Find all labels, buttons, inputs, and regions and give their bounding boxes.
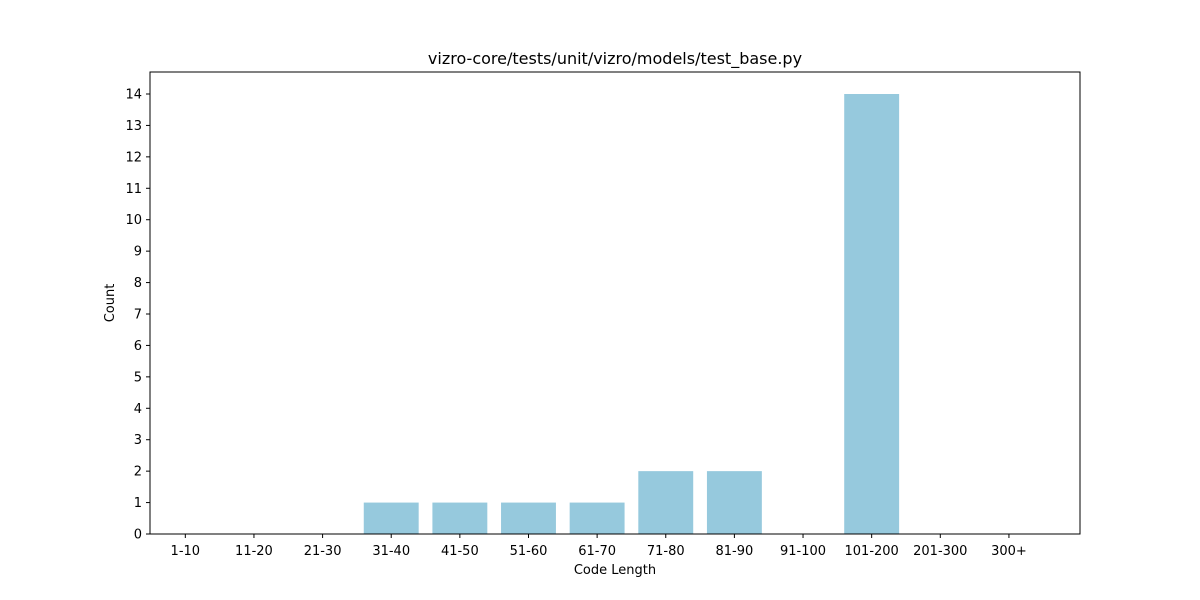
y-tick-label: 5 xyxy=(134,370,142,385)
x-tick-label: 21-30 xyxy=(304,544,342,559)
bar-71-80 xyxy=(638,471,694,534)
y-tick-label: 9 xyxy=(134,245,142,260)
bar-51-60 xyxy=(501,502,556,534)
bar-61-70 xyxy=(569,502,625,534)
y-tick-label: 14 xyxy=(125,88,142,103)
x-tick-label: 11-20 xyxy=(235,544,273,559)
y-tick-label: 6 xyxy=(134,339,142,354)
y-tick-label: 10 xyxy=(125,213,142,228)
y-tick-label: 7 xyxy=(134,308,142,323)
x-tick-label: 81-90 xyxy=(716,544,754,559)
bar-41-50 xyxy=(432,502,488,534)
x-axis-label: Code Length xyxy=(574,563,656,578)
bars-layer xyxy=(363,94,900,534)
x-tick-label: 101-200 xyxy=(845,544,899,559)
x-tick-label: 31-40 xyxy=(372,544,410,559)
bar-81-90 xyxy=(706,471,762,534)
y-tick-label: 8 xyxy=(134,276,142,291)
bar-31-40 xyxy=(363,502,419,534)
plot-area-frame xyxy=(149,71,1081,535)
x-tick-label: 71-80 xyxy=(647,544,685,559)
x-tick-label: 61-70 xyxy=(578,544,616,559)
x-tick-label: 300+ xyxy=(991,544,1027,559)
x-tick-label: 201-300 xyxy=(913,544,967,559)
x-tick-label: 51-60 xyxy=(510,544,548,559)
bar-101-200 xyxy=(844,94,900,534)
y-tick-label: 1 xyxy=(134,496,142,511)
y-tick-label: 13 xyxy=(125,119,142,134)
chart-title: vizro-core/tests/unit/vizro/models/test_… xyxy=(428,49,802,69)
y-axis-label: Count xyxy=(103,284,118,323)
y-tick-label: 2 xyxy=(134,465,142,480)
x-tick-label: 41-50 xyxy=(441,544,479,559)
x-tick-label: 1-10 xyxy=(171,544,201,559)
y-tick-label: 3 xyxy=(134,433,142,448)
y-tick-label: 12 xyxy=(125,150,142,165)
x-axis-ticks: 1-10 11-20 21-30 31-40 41-50 51-60 61-70 71-80 8… xyxy=(171,534,1027,559)
x-tick-label: 91-100 xyxy=(780,544,826,559)
y-tick-label: 11 xyxy=(125,182,142,197)
y-tick-label: 4 xyxy=(134,402,142,417)
y-tick-label: 0 xyxy=(134,528,142,543)
